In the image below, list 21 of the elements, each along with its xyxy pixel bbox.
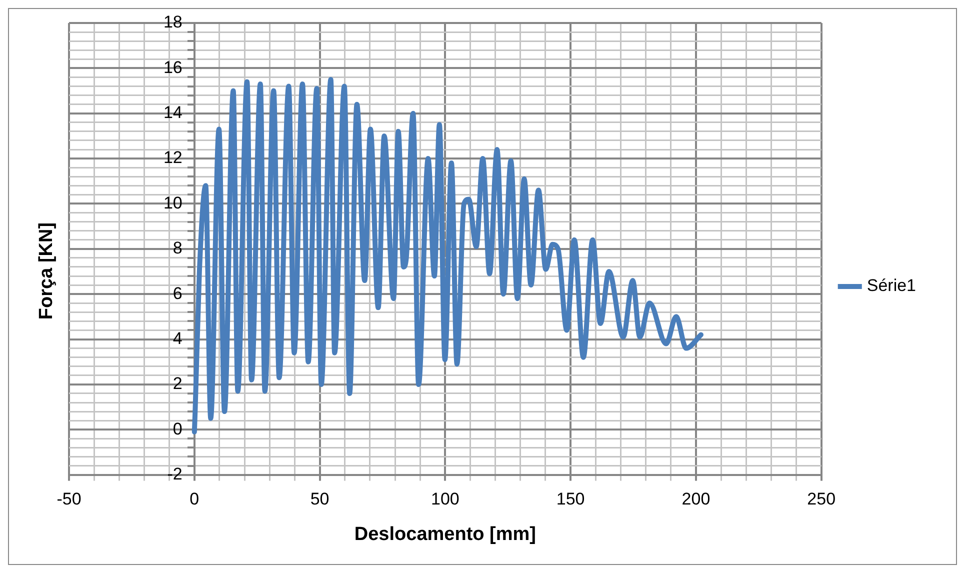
x-tick-label: 100 xyxy=(430,490,460,509)
x-tick-label: 250 xyxy=(807,490,836,509)
x-tick-label: 0 xyxy=(190,490,200,509)
y-tick-label: 8 xyxy=(172,238,182,258)
x-tick-label: -50 xyxy=(56,490,82,509)
x-tick-label: 50 xyxy=(310,490,330,509)
y-tick-label: -2 xyxy=(167,464,182,484)
y-tick-label: 2 xyxy=(172,374,182,394)
y-tick-label: 4 xyxy=(172,328,182,348)
y-tick-label: 14 xyxy=(163,103,182,122)
y-tick-label: 0 xyxy=(172,419,182,438)
y-tick-label: 10 xyxy=(163,193,182,212)
y-tick-label: 6 xyxy=(172,284,182,303)
x-tick-label: 150 xyxy=(556,490,585,509)
x-tick-label: 200 xyxy=(682,490,710,509)
x-axis-title: Deslocamento [mm] xyxy=(354,524,536,545)
y-tick-label: 12 xyxy=(163,148,182,168)
y-tick-label: 18 xyxy=(163,12,182,32)
y-axis-title: Força [KN] xyxy=(36,222,58,320)
y-tick-label: 16 xyxy=(163,58,182,77)
legend-label: Série1 xyxy=(866,276,916,296)
